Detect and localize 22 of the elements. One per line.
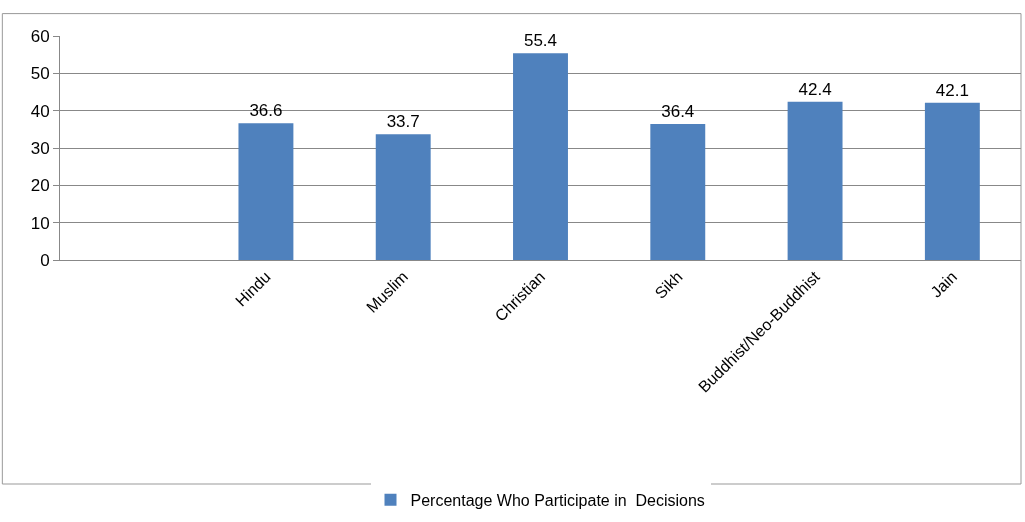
data-label: 36.6 [249,101,283,121]
y-tick-label: 10 [30,213,50,233]
bar [924,102,980,260]
data-label: 55.4 [523,31,558,51]
y-tick-label: 60 [30,26,50,46]
bar [650,124,706,260]
data-label: 42.1 [935,80,969,100]
data-label: 42.4 [798,79,832,99]
bar [513,53,568,260]
x-tick-label: Sikh [651,267,686,302]
y-tick-label: 50 [30,64,50,84]
bar [238,123,294,260]
data-label: 36.4 [661,102,695,122]
y-tick-label: 30 [30,138,50,158]
y-tick-label: 20 [30,176,50,196]
y-tick-label: 0 [40,250,50,270]
bar [375,134,431,260]
y-tick-label: 40 [30,101,50,121]
legend-label: Percentage Who Participate in Decisions [410,491,705,509]
bar [787,101,843,260]
data-label: 33.7 [386,112,420,132]
x-tick-label: Jain [927,267,961,301]
